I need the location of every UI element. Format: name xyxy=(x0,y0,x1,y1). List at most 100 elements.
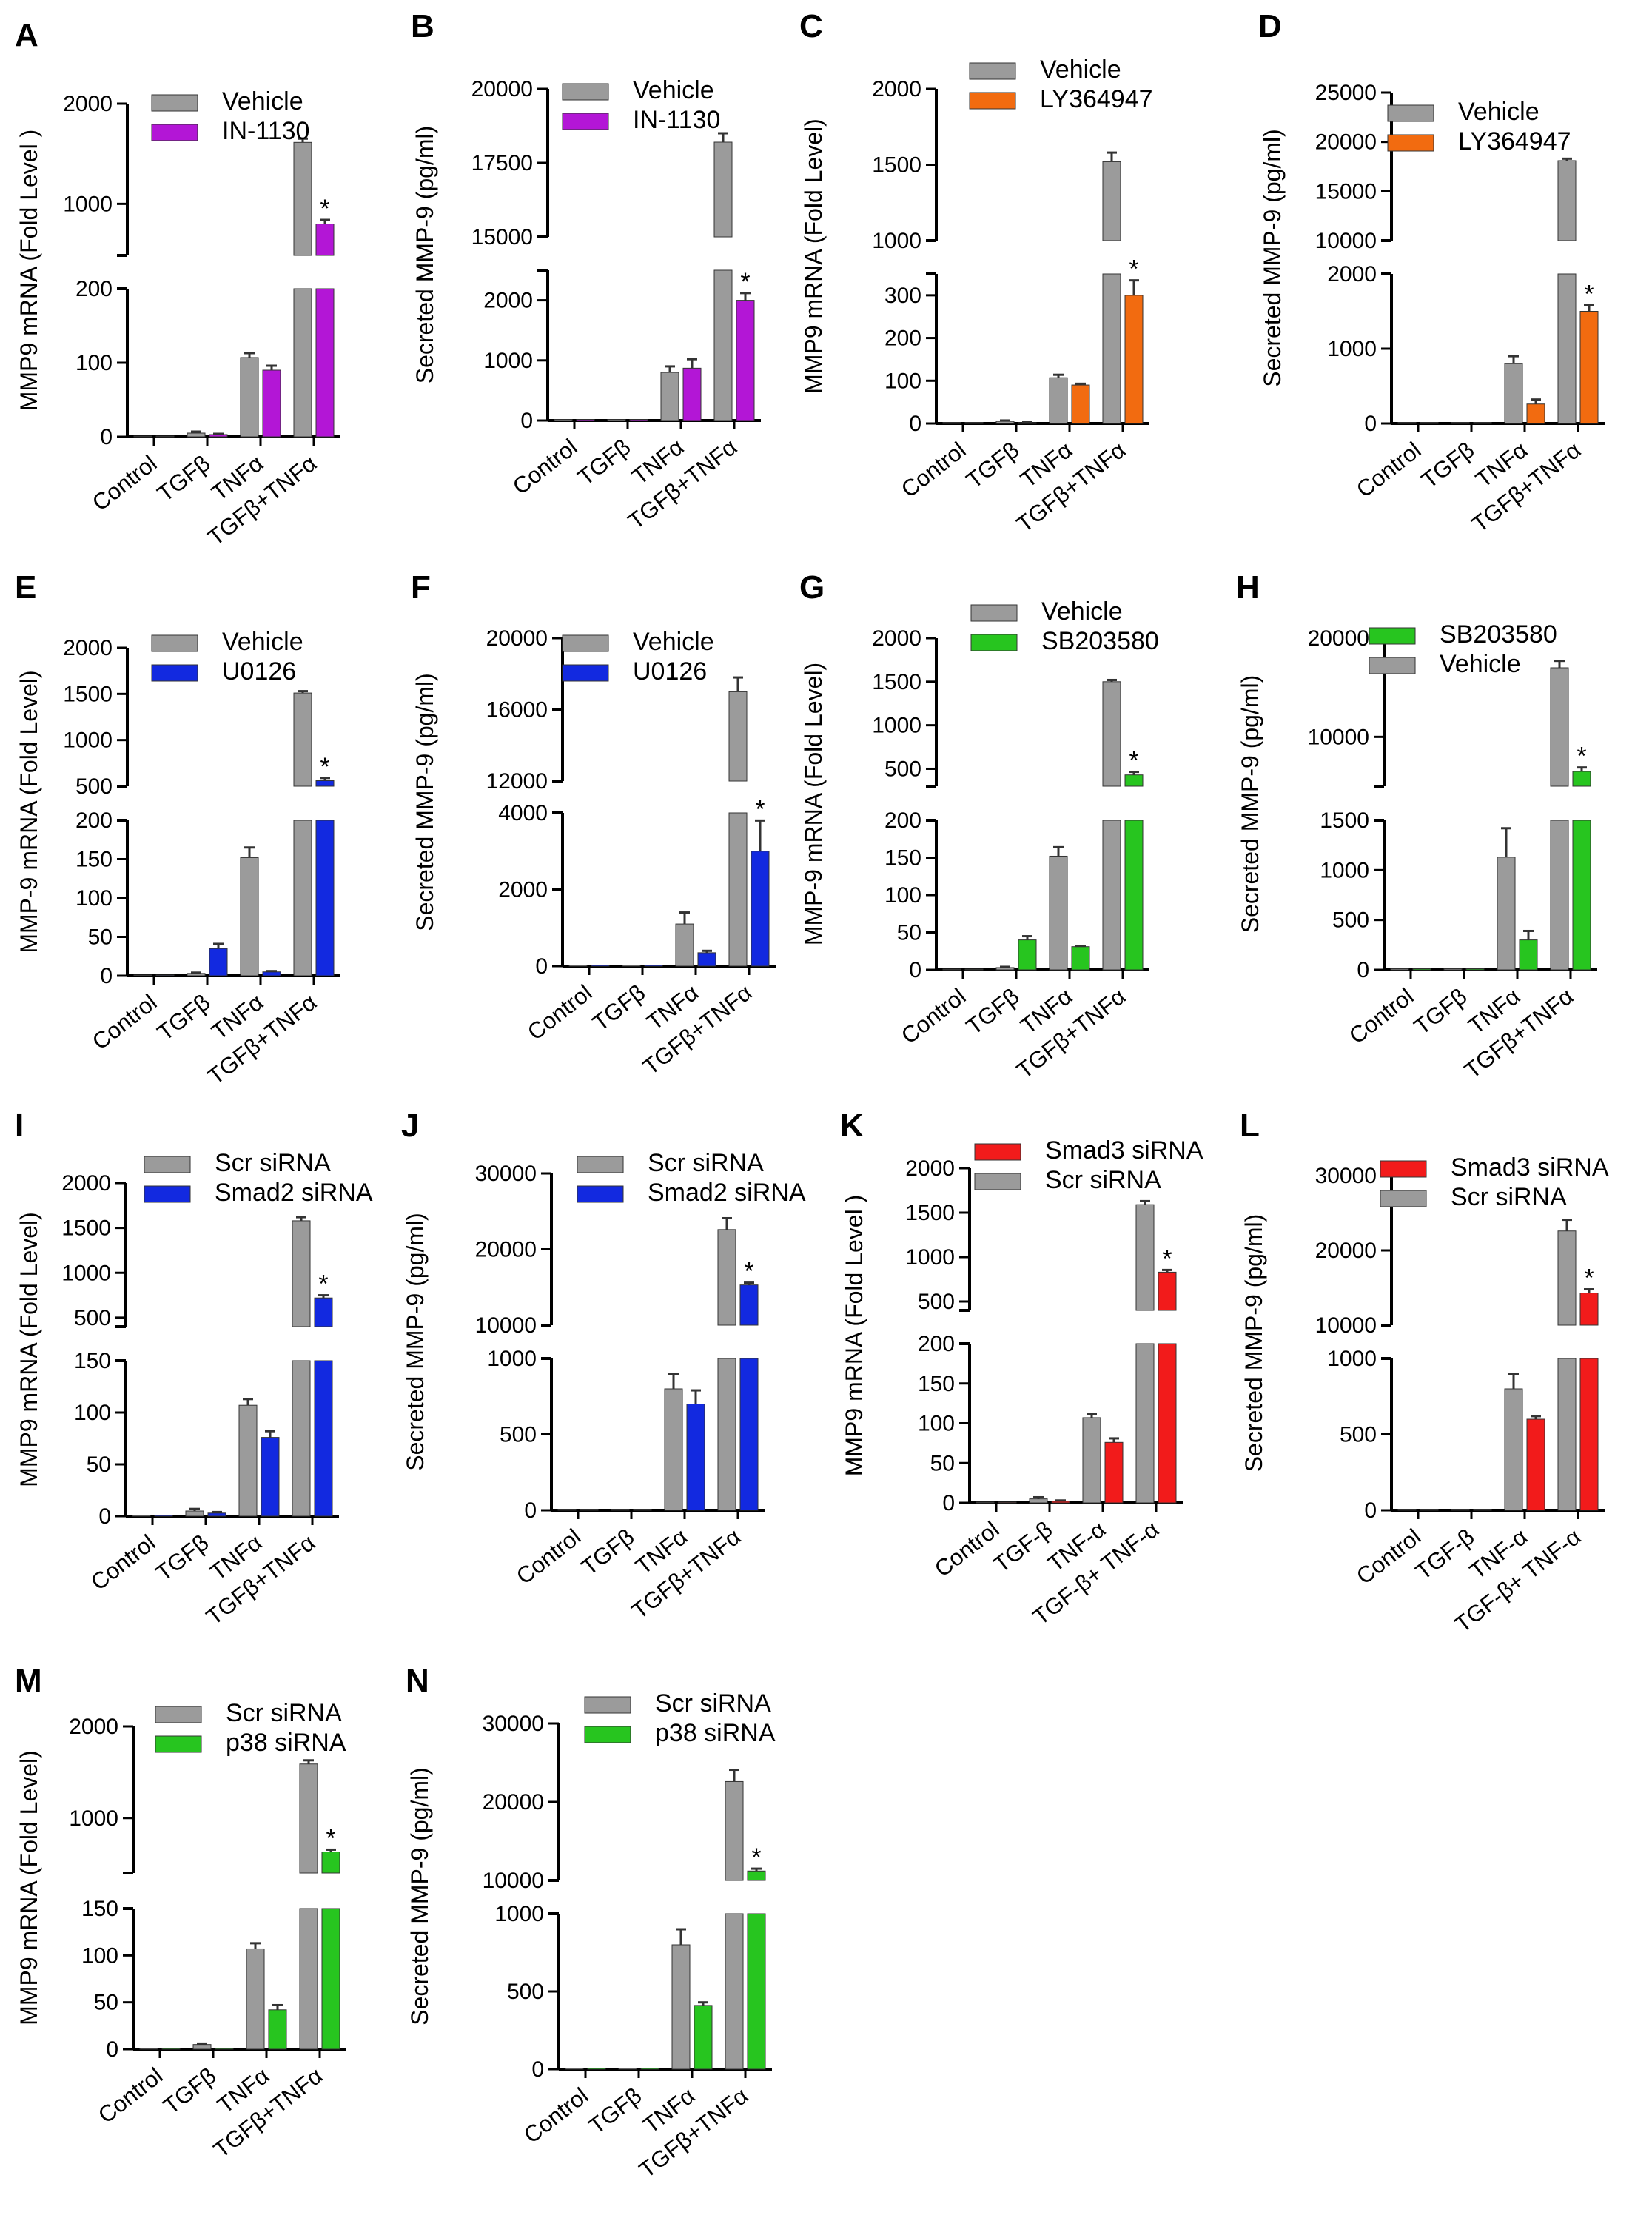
bar-scr-sirna xyxy=(565,2068,584,2070)
legend-label: SB203580 xyxy=(1440,620,1557,649)
bar-scr-sirna xyxy=(238,1404,258,1517)
bar-ly364947 xyxy=(1579,311,1599,424)
y-tick-label: 150 xyxy=(81,1897,118,1921)
bar-scr-sirna xyxy=(192,2044,212,2050)
bar-vehicle xyxy=(187,432,206,438)
bar-scr-sirna xyxy=(611,1509,630,1511)
bar-scr-sirna xyxy=(299,1908,318,2050)
x-category-label: TGFβ xyxy=(577,1524,639,1581)
y-tick-label: 20000 xyxy=(1315,130,1377,155)
bar-sb203580 xyxy=(964,968,984,971)
x-category-label: TGFβ xyxy=(152,989,215,1046)
bar-in-1130 xyxy=(315,224,335,256)
y-tick-label: 0 xyxy=(909,958,921,982)
bar-smad3-sirna xyxy=(1473,1509,1492,1511)
bar-vehicle xyxy=(622,965,641,967)
y-tick-label: 0 xyxy=(531,2057,544,2082)
bar-scr-sirna xyxy=(1397,1509,1417,1511)
y-tick-label: 20000 xyxy=(486,626,548,651)
bar-vehicle xyxy=(1102,681,1121,787)
y-tick-label: 1000 xyxy=(872,714,921,738)
y-tick-label: 0 xyxy=(524,1498,537,1523)
bar-sb203580 xyxy=(1519,939,1538,971)
bar-scr-sirna xyxy=(717,1358,736,1511)
bar-in-1130 xyxy=(736,300,755,421)
bar-vehicle xyxy=(728,812,748,967)
bar-smad2-sirna xyxy=(314,1297,333,1327)
y-tick-label: 2000 xyxy=(61,1171,111,1196)
x-category-label: TGFβ xyxy=(961,983,1024,1040)
bar-u0126 xyxy=(751,851,770,967)
y-tick-label: 500 xyxy=(1340,1423,1377,1447)
legend-swatch xyxy=(1387,104,1434,122)
y-tick-label: 150 xyxy=(74,1349,111,1373)
y-tick-label: 0 xyxy=(1364,1498,1377,1523)
y-tick-label: 1000 xyxy=(483,349,533,373)
bar-smad3-sirna xyxy=(1579,1293,1599,1326)
bar-u0126 xyxy=(644,965,663,967)
panel-A: A 0 100 200 1000 2000 MMP9 mRNA (Fold Level ) C… xyxy=(15,17,340,551)
legend-swatch xyxy=(151,94,198,112)
x-category-label: TGFβ xyxy=(584,2083,646,2140)
significance-star: * xyxy=(326,1824,335,1852)
y-tick-label: 2000 xyxy=(498,878,548,902)
significance-star: * xyxy=(1129,255,1138,284)
bar-u0126 xyxy=(155,974,175,976)
panel-H: H 0 500 1000 1500 10000 20000 Secreted MMP-9 (p… xyxy=(1236,569,1597,1084)
y-axis-label: MMP-9 mRNA (Fold Level) xyxy=(16,670,42,953)
legend-label: p38 siRNA xyxy=(655,1719,776,1747)
bar-scr-sirna xyxy=(292,1220,311,1327)
legend-swatch xyxy=(577,1185,624,1203)
bar-ly364947 xyxy=(1071,384,1090,424)
bar-vehicle xyxy=(1443,968,1463,971)
x-category-label: TGFβ xyxy=(588,979,650,1036)
y-tick-label: 500 xyxy=(884,757,921,781)
significance-star: * xyxy=(751,1843,761,1872)
legend-swatch xyxy=(1369,657,1416,674)
legend-swatch xyxy=(144,1185,191,1203)
bar-smad3-sirna xyxy=(1158,1343,1177,1504)
bar-vehicle xyxy=(293,141,312,256)
panel-label: A xyxy=(15,17,38,53)
y-tick-label: 17500 xyxy=(471,151,533,175)
y-tick-label: 10000 xyxy=(1308,725,1369,749)
y-tick-label: 1500 xyxy=(61,1216,111,1241)
legend-swatch xyxy=(1369,627,1416,645)
y-tick-label: 2000 xyxy=(872,77,921,101)
legend-swatch xyxy=(155,1706,202,1723)
y-tick-label: 1000 xyxy=(905,1245,955,1270)
legend-label: Scr siRNA xyxy=(1045,1166,1161,1194)
bar-scr-sirna xyxy=(246,1948,265,2050)
bar-scr-sirna xyxy=(557,1509,577,1511)
panel-L: L 0 500 1000 10000 20000 30000 Secreted MMP-9 (… xyxy=(1240,1108,1609,1638)
y-tick-label: 500 xyxy=(74,1306,111,1330)
bar-p38-sirna xyxy=(321,1852,340,1874)
bar-ly364947 xyxy=(1473,422,1492,424)
bar-scr-sirna xyxy=(292,1360,311,1517)
bar-sb203580 xyxy=(1124,774,1144,787)
y-tick-label: 0 xyxy=(106,2037,118,2062)
y-axis-label: Secreted MMP-9 (pg/ml) xyxy=(406,1767,433,2026)
bar-scr-sirna xyxy=(618,2068,637,2070)
bar-scr-sirna xyxy=(976,1501,995,1504)
bar-scr-sirna xyxy=(132,1515,151,1517)
x-category-label: Control xyxy=(896,437,970,503)
bar-vehicle xyxy=(1557,273,1577,424)
bar-sb203580 xyxy=(1018,939,1037,971)
bar-smad2-sirna xyxy=(633,1509,652,1511)
bar-vehicle xyxy=(240,857,259,976)
y-tick-label: 1000 xyxy=(487,1347,537,1371)
y-tick-label: 150 xyxy=(75,848,113,872)
y-axis-label: MMP9 mRNA (Fold Level ) xyxy=(841,1195,867,1477)
x-category-label: TGFβ xyxy=(152,450,215,507)
bar-vehicle xyxy=(942,968,961,971)
significance-star: * xyxy=(744,1258,753,1286)
x-category-label: Control xyxy=(93,2063,167,2128)
x-category-label: TGFβ xyxy=(1409,983,1471,1040)
legend-label: Vehicle xyxy=(1040,56,1121,84)
panel-label: D xyxy=(1258,8,1282,44)
legend-swatch xyxy=(562,83,609,101)
legend-label: Smad2 siRNA xyxy=(215,1179,373,1207)
bar-smad3-sirna xyxy=(1420,1509,1439,1511)
panel-I: I 0 50 100 150 500 1000 1500 2000 MMP9 mRNA (Fold… xyxy=(15,1108,373,1630)
